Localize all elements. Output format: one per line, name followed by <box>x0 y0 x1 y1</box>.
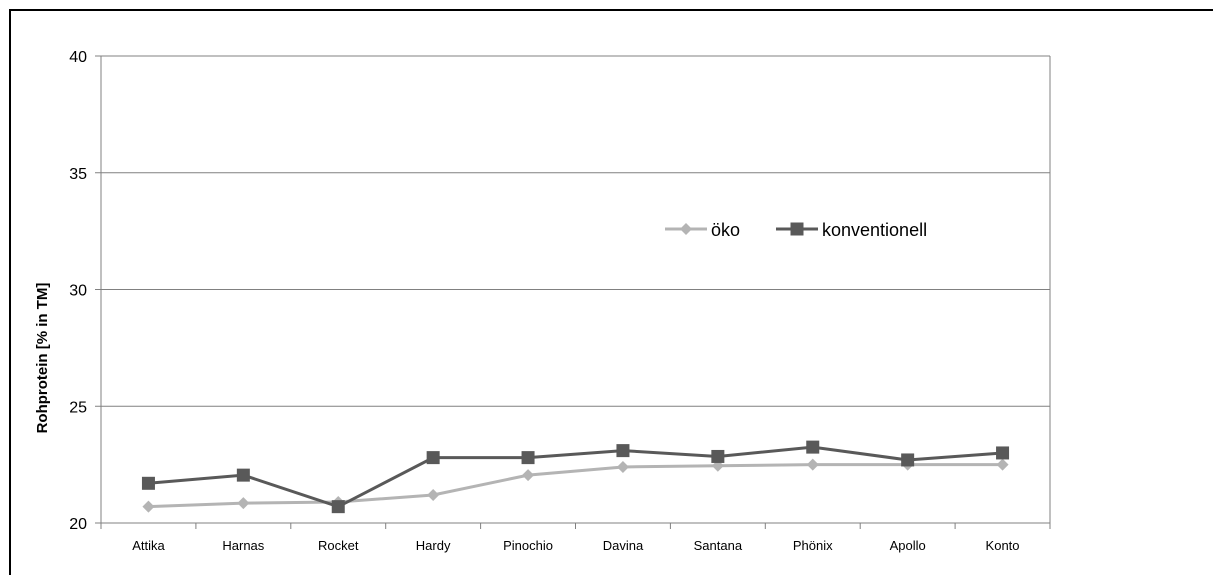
y-axis-ticks: 20 25 30 35 40 <box>69 49 101 533</box>
x-tick-label: Rocket <box>318 538 359 553</box>
legend-swatch-marker <box>680 223 692 235</box>
data-point <box>996 458 1009 471</box>
chart-frame <box>9 9 1213 575</box>
data-point <box>806 458 819 471</box>
series-group <box>141 440 1010 514</box>
x-tick-label: Harnas <box>222 538 264 553</box>
data-point <box>711 449 725 463</box>
data-point <box>521 451 535 465</box>
series-line <box>148 463 1003 509</box>
data-point <box>426 451 440 465</box>
data-point <box>806 440 820 454</box>
data-point <box>616 460 629 473</box>
data-point <box>427 488 440 501</box>
x-tick-label: Apollo <box>890 538 926 553</box>
data-point <box>237 497 250 510</box>
x-tick-label: Davina <box>603 538 644 553</box>
data-point <box>901 453 915 467</box>
y-tick-label: 35 <box>69 166 87 183</box>
x-tick-label: Konto <box>986 538 1020 553</box>
data-point <box>331 500 345 514</box>
y-axis-title: Rohprotein [% in TM] <box>34 283 51 434</box>
legend-item: konventionell <box>776 220 927 240</box>
legend-label: konventionell <box>822 220 927 240</box>
x-tick-label: Hardy <box>416 538 451 553</box>
x-tick-label: Pinochio <box>503 538 553 553</box>
gridlines <box>101 55 1050 407</box>
data-point <box>616 444 630 458</box>
data-point <box>141 476 155 490</box>
data-point <box>522 469 535 482</box>
legend-item: öko <box>665 220 740 240</box>
x-axis-ticks: Attika Harnas Rocket Hardy Pinochio Davina San… <box>100 523 1051 553</box>
data-point <box>142 500 155 513</box>
data-point <box>996 446 1010 460</box>
legend-label: öko <box>711 220 740 240</box>
x-tick-label: Phönix <box>793 538 833 553</box>
x-tick-label: Attika <box>132 538 165 553</box>
y-tick-label: 20 <box>69 516 87 533</box>
y-tick-label: 40 <box>69 49 87 66</box>
y-tick-label: 30 <box>69 283 87 300</box>
legend-swatch-marker <box>790 222 804 236</box>
series-konventionell <box>141 440 1010 514</box>
legend: öko konventionell <box>665 220 927 240</box>
data-point <box>236 468 250 482</box>
y-tick-label: 25 <box>69 399 87 416</box>
series-line <box>148 445 1003 509</box>
x-tick-label: Santana <box>694 538 743 553</box>
